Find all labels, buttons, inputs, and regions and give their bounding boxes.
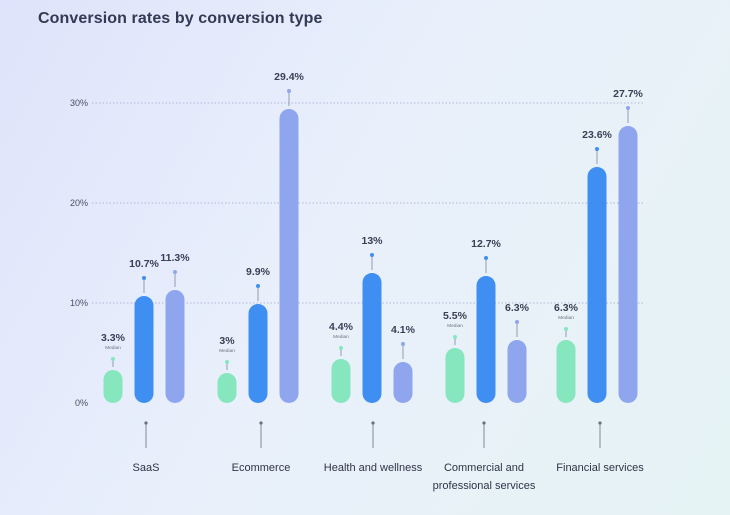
bar: [476, 276, 496, 403]
data-label: 9.9%: [246, 266, 271, 278]
value-dot: [484, 256, 488, 260]
data-label: 23.6%: [582, 129, 612, 141]
value-dot: [453, 335, 457, 339]
value-dot: [111, 357, 115, 361]
bar: [362, 273, 382, 403]
category-label: professional services: [433, 480, 536, 492]
y-tick-label: 20%: [70, 198, 88, 208]
data-label: 6.3%: [554, 302, 579, 314]
value-dot: [515, 320, 519, 324]
category-label: Commercial and: [444, 462, 524, 474]
category-dot: [482, 421, 486, 425]
bar: [165, 290, 185, 403]
data-label: 27.7%: [613, 88, 643, 100]
bar: [393, 362, 413, 403]
data-label: 4.1%: [391, 324, 416, 336]
bar: [445, 348, 465, 403]
category-label: Health and wellness: [324, 462, 423, 474]
category-label: Financial services: [556, 462, 644, 474]
bar: [587, 167, 607, 403]
bar: [217, 373, 237, 403]
value-dot: [370, 253, 374, 257]
data-label: 12.7%: [471, 238, 501, 250]
bar: [618, 126, 638, 403]
median-label: Median: [558, 315, 574, 321]
value-dot: [595, 147, 599, 151]
y-tick-label: 0%: [75, 398, 88, 408]
bar: [134, 296, 154, 403]
data-label: 29.4%: [274, 71, 304, 83]
value-dot: [626, 106, 630, 110]
data-label: 5.5%: [443, 310, 468, 322]
median-label: Median: [447, 323, 463, 329]
value-dot: [142, 276, 146, 280]
category-dot: [371, 421, 375, 425]
bar: [331, 359, 351, 403]
data-label: 13%: [361, 235, 383, 247]
value-dot: [287, 89, 291, 93]
bar: [248, 304, 268, 403]
data-label: 3%: [219, 335, 235, 347]
value-dot: [401, 342, 405, 346]
chart-title: Conversion rates by conversion type: [38, 10, 323, 27]
category-dot: [259, 421, 263, 425]
data-label: 3.3%: [101, 332, 126, 344]
data-label: 6.3%: [505, 302, 530, 314]
category-dot: [598, 421, 602, 425]
bar: [507, 340, 527, 403]
category-dot: [144, 421, 148, 425]
value-dot: [564, 327, 568, 331]
y-tick-label: 30%: [70, 98, 88, 108]
bar: [103, 370, 123, 403]
data-label: 11.3%: [160, 252, 190, 264]
value-dot: [256, 284, 260, 288]
value-dot: [339, 346, 343, 350]
median-label: Median: [219, 348, 235, 354]
category-label: Ecommerce: [232, 462, 291, 474]
bar: [279, 109, 299, 403]
data-label: 10.7%: [129, 258, 159, 270]
value-dot: [225, 360, 229, 364]
value-dot: [173, 270, 177, 274]
data-label: 4.4%: [329, 321, 354, 333]
median-label: Median: [105, 345, 121, 351]
category-label: SaaS: [133, 462, 160, 474]
y-tick-label: 10%: [70, 298, 88, 308]
median-label: Median: [333, 334, 349, 340]
bar: [556, 340, 576, 403]
